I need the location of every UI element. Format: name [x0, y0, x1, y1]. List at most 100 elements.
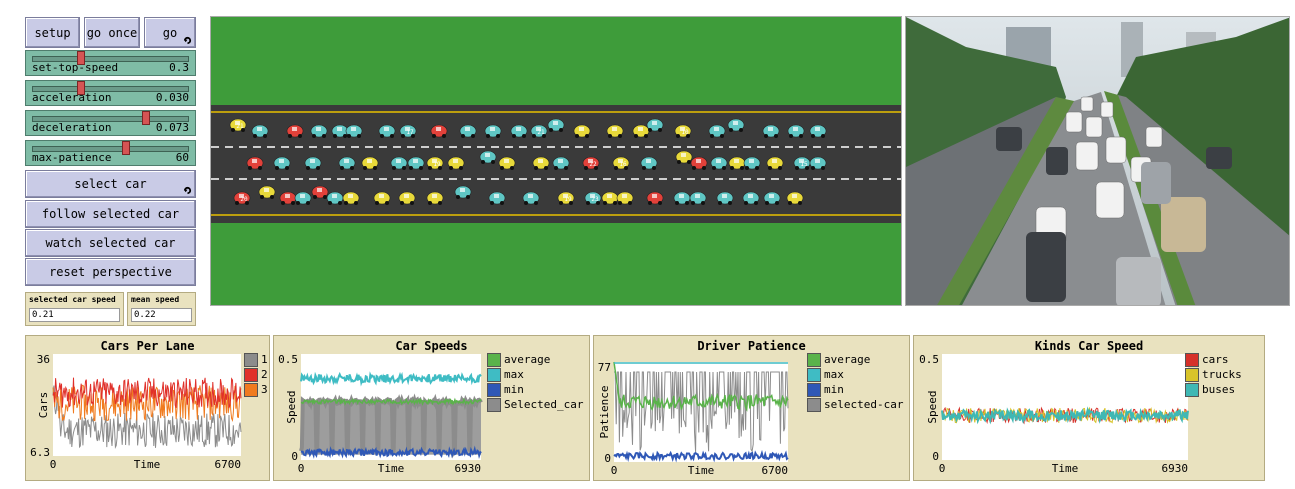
car[interactable]: [675, 150, 693, 164]
car[interactable]: [646, 118, 664, 132]
car[interactable]: [766, 156, 784, 170]
car[interactable]: [426, 191, 444, 205]
go-once-button[interactable]: go once: [84, 17, 140, 48]
car[interactable]: 16: [612, 156, 630, 170]
car[interactable]: 19: [426, 156, 444, 170]
car[interactable]: [498, 156, 516, 170]
car[interactable]: [552, 156, 570, 170]
car[interactable]: [728, 156, 746, 170]
car[interactable]: [345, 124, 363, 138]
slider-set-top-speed[interactable]: set-top-speed 0.3: [25, 50, 196, 76]
car[interactable]: [390, 156, 408, 170]
car[interactable]: 17: [399, 124, 417, 138]
car[interactable]: 22: [582, 156, 600, 170]
legend-item: average: [487, 352, 583, 367]
car[interactable]: 19: [557, 191, 575, 205]
car[interactable]: [311, 185, 329, 199]
car[interactable]: [407, 156, 425, 170]
select-car-button[interactable]: select car: [25, 170, 196, 198]
car[interactable]: [646, 191, 664, 205]
car[interactable]: [294, 191, 312, 205]
car[interactable]: [532, 156, 550, 170]
car[interactable]: [809, 124, 827, 138]
car[interactable]: 23: [584, 191, 602, 205]
car[interactable]: [547, 118, 565, 132]
slider-thumb[interactable]: [77, 51, 85, 65]
setup-button[interactable]: setup: [25, 17, 80, 48]
car[interactable]: 20: [233, 191, 251, 205]
slider-thumb[interactable]: [122, 141, 130, 155]
car[interactable]: [689, 191, 707, 205]
car[interactable]: [762, 124, 780, 138]
car[interactable]: [304, 156, 322, 170]
car[interactable]: [361, 156, 379, 170]
car[interactable]: [601, 191, 619, 205]
world-view[interactable]: 21 17 21 10 19 22 16 15 20 19 23: [210, 16, 902, 306]
go-button[interactable]: go: [144, 17, 196, 48]
slider-track[interactable]: [32, 116, 189, 122]
slider-acceleration[interactable]: acceleration 0.030: [25, 80, 196, 106]
car[interactable]: [447, 156, 465, 170]
car[interactable]: [708, 124, 726, 138]
slider-track[interactable]: [32, 86, 189, 92]
car[interactable]: [488, 191, 506, 205]
car[interactable]: [251, 124, 269, 138]
car[interactable]: [454, 185, 472, 199]
legend: average max min Selected_car: [487, 352, 583, 412]
car[interactable]: [742, 191, 760, 205]
car[interactable]: [786, 191, 804, 205]
car[interactable]: [378, 124, 396, 138]
slider-thumb[interactable]: [141, 111, 150, 125]
slider-max-patience[interactable]: max-patience 60: [25, 140, 196, 166]
plot-title: Driver Patience: [697, 339, 806, 353]
car[interactable]: [616, 191, 634, 205]
slider-thumb[interactable]: [77, 81, 85, 95]
plot-title: Cars Per Lane: [100, 339, 195, 353]
car[interactable]: 21: [229, 118, 247, 132]
watch-selected-car-button[interactable]: watch selected car: [25, 229, 196, 257]
slider-track[interactable]: [32, 56, 189, 62]
car[interactable]: [459, 124, 477, 138]
follow-selected-car-button[interactable]: follow selected car: [25, 200, 196, 228]
series-lane-2: [52, 377, 242, 409]
legend-label: 3: [261, 383, 268, 396]
car[interactable]: [787, 124, 805, 138]
car[interactable]: [640, 156, 658, 170]
car[interactable]: [710, 156, 728, 170]
car[interactable]: [510, 124, 528, 138]
car[interactable]: [484, 124, 502, 138]
car[interactable]: [258, 185, 276, 199]
car[interactable]: [673, 191, 691, 205]
slider-track[interactable]: [32, 146, 189, 152]
slider-deceleration[interactable]: deceleration 0.073: [25, 110, 196, 136]
car[interactable]: [338, 156, 356, 170]
car[interactable]: [430, 124, 448, 138]
car[interactable]: [479, 150, 497, 164]
car[interactable]: [331, 124, 349, 138]
car[interactable]: [373, 191, 391, 205]
car[interactable]: [716, 191, 734, 205]
car[interactable]: [522, 191, 540, 205]
car[interactable]: [273, 156, 291, 170]
car[interactable]: [279, 191, 297, 205]
car[interactable]: [606, 124, 624, 138]
reset-perspective-button[interactable]: reset perspective: [25, 258, 196, 286]
x-max-label: 6700: [215, 458, 242, 471]
car[interactable]: 15: [793, 156, 811, 170]
legend-item: min: [807, 382, 903, 397]
car[interactable]: [286, 124, 304, 138]
car[interactable]: [342, 191, 360, 205]
car[interactable]: [727, 118, 745, 132]
car[interactable]: [246, 156, 264, 170]
car[interactable]: [573, 124, 591, 138]
car[interactable]: [398, 191, 416, 205]
car[interactable]: [326, 191, 344, 205]
car[interactable]: [809, 156, 827, 170]
car[interactable]: [310, 124, 328, 138]
car[interactable]: 10: [674, 124, 692, 138]
car[interactable]: [743, 156, 761, 170]
car[interactable]: [690, 156, 708, 170]
car[interactable]: [763, 191, 781, 205]
car[interactable]: 21: [530, 124, 548, 138]
car[interactable]: [632, 124, 650, 138]
